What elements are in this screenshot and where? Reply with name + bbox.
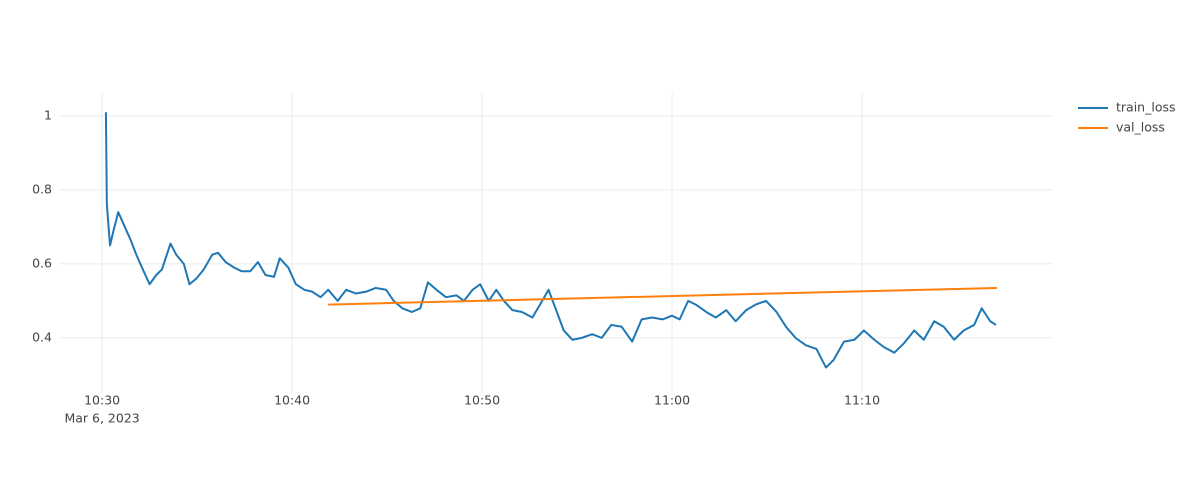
x-tick-label: 10:30 xyxy=(84,393,120,408)
legend-label: val_loss xyxy=(1116,120,1165,135)
plot-layer xyxy=(104,112,997,369)
y-tick-label: 0.6 xyxy=(32,255,52,270)
x-tick-label: 10:40 xyxy=(274,393,310,408)
x-tick-label: 10:50 xyxy=(464,393,500,408)
legend: train_loss val_loss xyxy=(1078,100,1176,135)
axis-layer: 0.4 0.6 0.8 1 10:30 Mar 6, 2023 10:40 10:50 11:0… xyxy=(32,107,880,425)
line-series xyxy=(104,112,997,369)
y-tick-label: 0.4 xyxy=(32,329,52,344)
legend-label: train_loss xyxy=(1116,100,1176,115)
x-tick-label: 11:00 xyxy=(654,393,690,408)
legend-item[interactable]: val_loss xyxy=(1078,120,1165,135)
line-series xyxy=(328,286,997,306)
x-tick-label: 11:10 xyxy=(844,393,880,408)
y-tick-label: 1 xyxy=(44,107,52,122)
grid-layer xyxy=(60,93,1052,393)
x-date-label: Mar 6, 2023 xyxy=(64,411,139,426)
y-tick-label: 0.8 xyxy=(32,181,52,196)
legend-item[interactable]: train_loss xyxy=(1078,100,1176,115)
